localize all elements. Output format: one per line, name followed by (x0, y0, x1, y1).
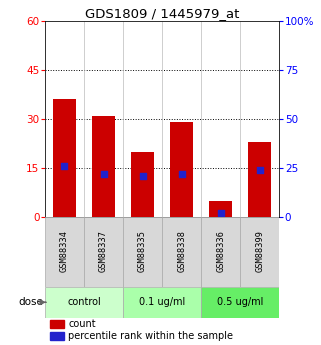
Text: control: control (67, 297, 101, 307)
Bar (45, 217, 84, 287)
Title: GDS1809 / 1445979_at: GDS1809 / 1445979_at (85, 7, 239, 20)
Bar (50, 332, 64, 341)
Bar (201, 217, 240, 287)
Bar (53, 99, 76, 217)
Bar (170, 122, 193, 217)
Bar (123, 217, 162, 287)
Point (62, 163, 67, 169)
Bar (92, 116, 115, 217)
Bar (209, 201, 232, 217)
Text: GSM88335: GSM88335 (138, 230, 147, 272)
Point (140, 173, 145, 179)
Bar (240, 217, 279, 287)
Text: GSM88337: GSM88337 (99, 230, 108, 272)
Bar (162, 217, 201, 287)
Point (257, 167, 262, 173)
Text: GSM88334: GSM88334 (60, 230, 69, 272)
Text: 0.5 ug/ml: 0.5 ug/ml (217, 297, 264, 307)
Bar (131, 152, 154, 217)
Bar (248, 142, 272, 217)
Text: GSM88399: GSM88399 (255, 230, 264, 272)
Point (179, 171, 184, 177)
Bar (50, 320, 64, 328)
Bar (84, 217, 123, 287)
Bar (123, 287, 201, 317)
Text: percentile rank within the sample: percentile rank within the sample (68, 331, 233, 341)
Text: dose: dose (18, 297, 43, 307)
Text: GSM88336: GSM88336 (216, 230, 225, 272)
Point (218, 210, 223, 216)
Bar (201, 287, 279, 317)
Text: count: count (68, 319, 96, 329)
Text: GSM88338: GSM88338 (177, 230, 186, 272)
Bar (45, 287, 123, 317)
Point (101, 171, 106, 177)
Text: 0.1 ug/ml: 0.1 ug/ml (139, 297, 185, 307)
